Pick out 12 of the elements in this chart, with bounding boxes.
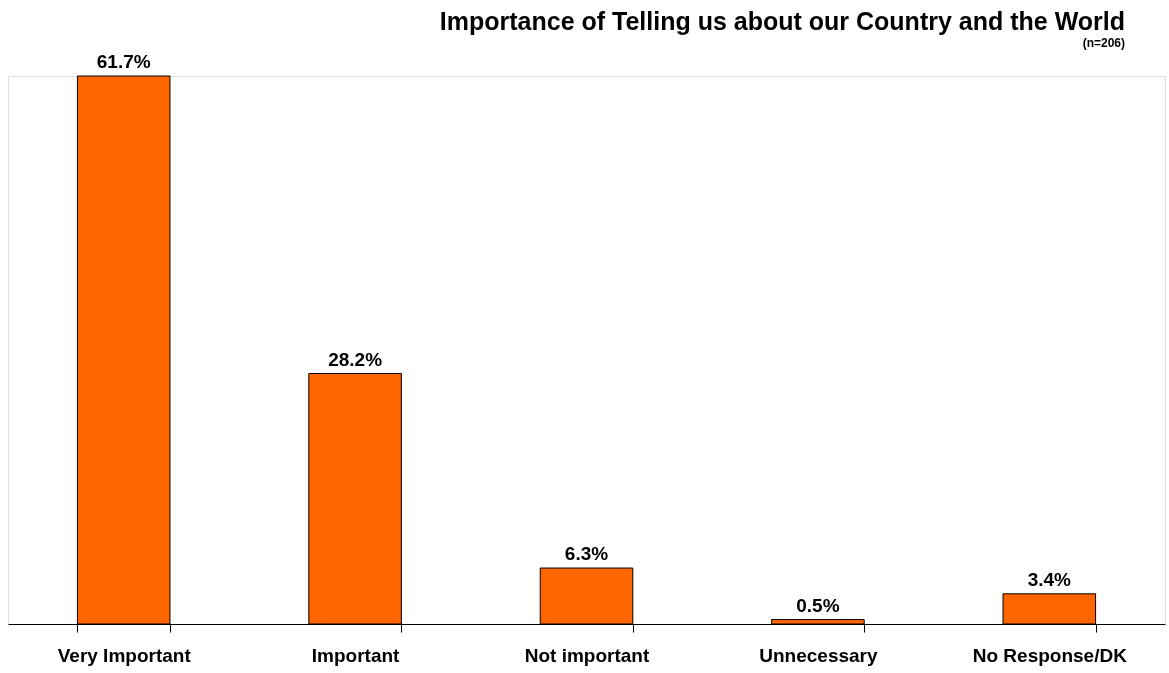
x-tick-label: Unnecessary — [759, 644, 878, 666]
data-label: 6.3% — [564, 543, 609, 565]
x-tick-label: Very Important — [57, 644, 192, 666]
chart-title: Importance of Telling us about our Country and the World — [439, 7, 1125, 35]
x-tick-label: Not important — [524, 644, 650, 666]
data-label: 28.2% — [328, 348, 383, 370]
chart-subtitle: (n=206) — [1082, 36, 1125, 50]
x-tick-label: No Response/DK — [972, 644, 1128, 666]
data-label: 0.5% — [796, 594, 840, 616]
x-tick-label: Important — [311, 644, 401, 666]
data-label: 3.4% — [1027, 568, 1072, 590]
data-label: 61.7% — [96, 51, 151, 72]
